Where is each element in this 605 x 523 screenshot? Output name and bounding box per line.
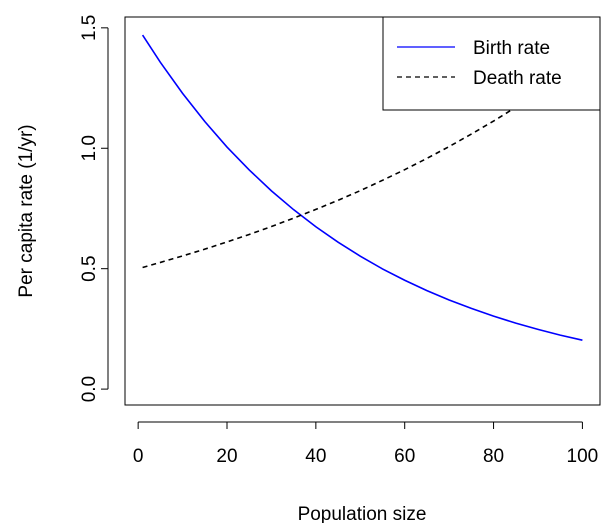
x-tick-label: 0	[133, 446, 144, 467]
legend-box	[382, 16, 601, 111]
y-axis-label: Per capita rate (1/yr)	[16, 124, 37, 297]
x-tick-label: 40	[305, 446, 326, 467]
y-tick-label: 0.5	[79, 255, 100, 281]
x-tick-label: 100	[567, 446, 599, 467]
x-axis-label: Population size	[298, 504, 427, 523]
legend-label: Birth rate	[473, 38, 550, 59]
x-tick-label: 80	[483, 446, 504, 467]
series-line	[141, 34, 583, 341]
y-tick-label: 1.5	[79, 15, 100, 41]
plot-box	[124, 16, 601, 406]
y-tick-label: 0.0	[79, 376, 100, 402]
series-line	[142, 61, 583, 269]
y-tick-label: 1.0	[79, 135, 100, 161]
x-tick-label: 60	[394, 446, 415, 467]
legend-label: Death rate	[473, 68, 562, 89]
x-tick-label: 20	[216, 446, 237, 467]
